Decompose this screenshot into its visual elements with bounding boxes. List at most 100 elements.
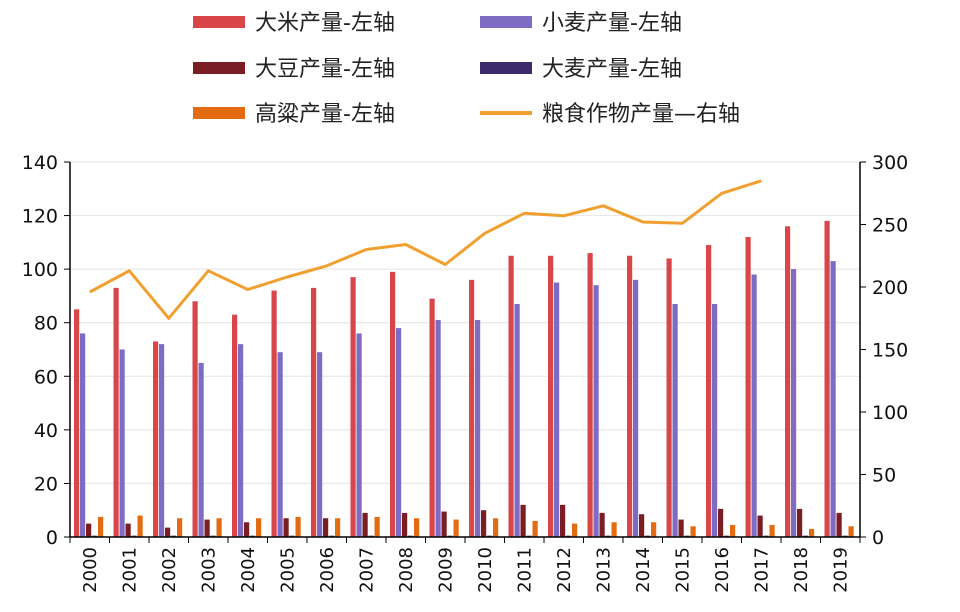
legend-item-0-swatch	[193, 16, 245, 28]
bar-2002-4	[177, 518, 183, 537]
bar-2010-0	[469, 279, 475, 537]
bar-2011-4	[532, 520, 538, 537]
bar-2015-4	[690, 526, 696, 537]
bar-2000-0	[74, 309, 80, 537]
bar-2017-4	[769, 524, 775, 537]
bar-2004-4	[256, 518, 262, 537]
bar-2019-4	[848, 526, 854, 537]
x-tick-label-2012: 2012	[554, 547, 575, 593]
bar-2014-1	[633, 279, 639, 537]
bar-2016-2	[718, 508, 724, 537]
bar-2012-1	[554, 282, 560, 537]
y2-tick-label: 150	[872, 340, 908, 362]
y-tick-label: 140	[22, 152, 58, 174]
bar-2013-1	[593, 285, 599, 537]
legend-item-3-label: 大麦产量-左轴	[542, 57, 682, 82]
x-tick-label-2002: 2002	[159, 547, 180, 593]
bar-2017-0	[745, 237, 751, 537]
bar-2003-1	[198, 362, 204, 537]
bar-2002-0	[153, 341, 159, 537]
bar-2014-4	[651, 522, 657, 537]
bar-2018-2	[797, 508, 803, 537]
bar-2000-4	[98, 516, 104, 537]
bar-2014-2	[639, 514, 645, 537]
bar-2012-4	[572, 523, 578, 537]
x-tick-label-2000: 2000	[80, 547, 101, 593]
bar-2003-4	[216, 518, 222, 537]
bar-2013-0	[587, 253, 593, 538]
bar-2010-2	[481, 510, 487, 537]
bar-2001-1	[119, 349, 125, 537]
bar-2017-1	[751, 274, 757, 537]
x-tick-label-2013: 2013	[593, 547, 614, 593]
x-tick-label-2009: 2009	[435, 547, 456, 593]
bar-2011-1	[514, 303, 520, 537]
y2-tick-label: 250	[872, 215, 908, 237]
legend-item-3-swatch	[480, 62, 532, 74]
bar-2018-0	[785, 226, 791, 538]
bar-2018-4	[809, 528, 815, 537]
bar-2016-1	[712, 303, 718, 537]
bar-2010-1	[475, 320, 481, 537]
line-series-0	[89, 179, 762, 320]
x-tick-label-2008: 2008	[396, 547, 417, 593]
y-tick-label: 0	[46, 527, 58, 549]
legend-item-0-label: 大米产量-左轴	[255, 11, 395, 36]
bar-2006-0	[311, 287, 317, 537]
bar-2015-1	[672, 303, 678, 537]
y-tick-label: 40	[34, 420, 58, 442]
axes	[64, 161, 866, 543]
bar-2008-0	[390, 271, 396, 537]
y2-tick-label: 0	[872, 527, 884, 549]
bar-2003-0	[192, 301, 198, 537]
legend-item-5-swatch	[480, 111, 532, 115]
bar-2009-4	[453, 519, 459, 537]
y2-tick-label: 300	[872, 152, 908, 174]
bar-2001-2	[125, 523, 131, 537]
bar-2008-2	[402, 512, 408, 537]
bar-2013-4	[611, 522, 617, 537]
y-tick-label: 20	[34, 473, 58, 495]
bar-2007-4	[374, 516, 380, 537]
x-tick-label-2017: 2017	[751, 547, 772, 593]
gridlines	[70, 161, 860, 484]
x-tick-label-2018: 2018	[791, 547, 812, 593]
bar-2008-1	[396, 328, 402, 537]
bar-2015-0	[666, 258, 672, 537]
bar-2001-4	[137, 515, 143, 537]
bar-2014-0	[627, 255, 633, 537]
bar-2019-1	[830, 261, 836, 537]
bar-2007-0	[350, 277, 356, 537]
bar-2004-1	[238, 344, 244, 537]
bar-2007-1	[356, 333, 362, 537]
x-tick-label-2019: 2019	[830, 547, 851, 593]
bar-2002-1	[159, 344, 165, 537]
bar-2000-1	[80, 333, 86, 537]
y-tick-label: 120	[22, 206, 58, 228]
bar-2016-0	[706, 245, 712, 538]
bars	[74, 220, 854, 538]
bar-2013-2	[599, 512, 605, 537]
bar-2003-2	[204, 519, 210, 537]
bar-2005-4	[295, 516, 301, 537]
y-tick-label: 100	[22, 259, 58, 281]
x-tick-label-2003: 2003	[198, 547, 219, 593]
bar-2000-2	[86, 523, 92, 537]
legend-item-1-swatch	[480, 16, 532, 28]
bar-2007-2	[362, 512, 368, 537]
x-tick-label-2015: 2015	[672, 547, 693, 593]
bar-2006-1	[317, 352, 323, 537]
bar-2009-1	[435, 320, 441, 537]
legend-item-5-label: 粮食作物产量—右轴	[542, 102, 740, 127]
bar-2005-0	[271, 290, 277, 537]
y2-tick-label: 200	[872, 277, 908, 299]
bar-2001-0	[113, 287, 119, 537]
bar-2006-2	[323, 518, 329, 537]
y2-tick-label: 100	[872, 402, 908, 424]
legend-item-4-label: 高粱产量-左轴	[255, 102, 395, 127]
bar-2017-2	[757, 515, 763, 537]
bar-2018-1	[791, 269, 797, 537]
bar-2011-0	[508, 255, 514, 537]
